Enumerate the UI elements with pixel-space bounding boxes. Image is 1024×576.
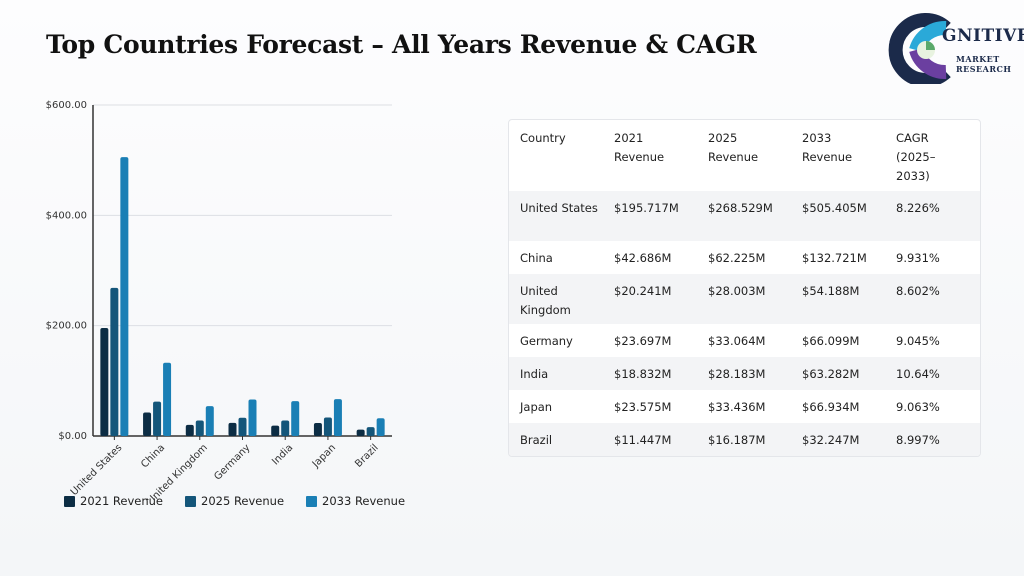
table-row: China $42.686M $62.225M $132.721M 9.931% — [509, 241, 980, 274]
logo-line1: MARKET — [956, 54, 1000, 64]
cell-country: United Kingdom — [520, 284, 571, 317]
company-logo: GNITIVE MARKET RESEARCH — [886, 10, 1024, 87]
table-row: Brazil $11.447M $16.187M $32.247M 8.997% — [509, 423, 980, 456]
table-row: India $18.832M $28.183M $63.282M 10.64% — [509, 357, 980, 390]
revenue-bar-chart: $0.00 $200.00 $400.00 $600.00 United States C… — [46, 100, 392, 500]
logo-name: GNITIVE — [942, 26, 1024, 46]
table-row: Germany $23.697M $33.064M $66.099M 9.045… — [509, 324, 980, 357]
cell-2033: $66.099M — [802, 334, 860, 348]
cell-country: India — [520, 367, 549, 381]
cell-country: China — [520, 251, 553, 265]
bar — [333, 399, 342, 436]
bar — [185, 424, 194, 436]
header-2021: 2021 Revenue — [614, 131, 665, 164]
cell-country: Brazil — [520, 433, 553, 447]
x-tick-label: Germany — [212, 442, 252, 482]
x-tick-label: India — [270, 442, 295, 467]
bar — [248, 399, 257, 436]
legend-item-2021: 2021 Revenue — [64, 494, 163, 508]
cell-2025: $28.183M — [708, 367, 766, 381]
bar — [376, 418, 385, 436]
header-2025: 2025 Revenue — [708, 131, 759, 164]
header-2033: 2033 Revenue — [802, 131, 853, 164]
cell-2025: $33.436M — [708, 400, 766, 414]
cell-2025: $33.064M — [708, 334, 766, 348]
cell-2025: $28.003M — [708, 284, 766, 298]
bar — [153, 401, 162, 436]
legend-label-2021: 2021 Revenue — [80, 494, 164, 508]
bar — [163, 362, 172, 436]
cell-cagr: 8.997% — [896, 433, 940, 447]
cell-2025: $62.225M — [708, 251, 766, 265]
cell-2021: $11.447M — [614, 433, 672, 447]
cell-2033: $505.405M — [802, 201, 867, 215]
legend-label-2025: 2025 Revenue — [201, 494, 285, 508]
table-row: Japan $23.575M $33.436M $66.934M 9.063% — [509, 390, 980, 423]
cell-2021: $23.697M — [614, 334, 672, 348]
cell-cagr: 8.226% — [896, 201, 940, 215]
legend-swatch-2025 — [185, 495, 197, 507]
x-tick-label: China — [139, 442, 167, 470]
bar — [366, 427, 375, 436]
bar — [120, 157, 129, 436]
chart-legend: 2021 Revenue 2025 Revenue 2033 Revenue — [64, 494, 405, 508]
y-tick-label: $400.00 — [46, 210, 87, 221]
cell-2021: $195.717M — [614, 201, 679, 215]
cell-cagr: 10.64% — [896, 367, 940, 381]
bar — [228, 422, 237, 436]
revenue-table: Country 2021 Revenue 2025 Revenue 2033 R… — [508, 119, 981, 457]
legend-label-2033: 2033 Revenue — [322, 494, 406, 508]
bar — [271, 425, 280, 436]
cell-2033: $54.188M — [802, 284, 860, 298]
bar — [291, 401, 300, 436]
x-tick-label: Japan — [310, 442, 338, 470]
table-header-row: Country 2021 Revenue 2025 Revenue 2033 R… — [509, 120, 980, 191]
bar — [110, 287, 119, 436]
header-country: Country — [520, 131, 566, 145]
bar — [281, 420, 290, 436]
logo-mark-icon — [888, 13, 951, 87]
cell-cagr: 9.045% — [896, 334, 940, 348]
header-cagr: CAGR (2025–2033) — [896, 131, 936, 183]
x-tick-label: United States — [69, 442, 125, 498]
cell-cagr: 8.602% — [896, 284, 940, 298]
cell-country: Germany — [520, 334, 573, 348]
cell-2033: $32.247M — [802, 433, 860, 447]
legend-swatch-2021 — [64, 495, 75, 507]
cell-2025: $268.529M — [708, 201, 773, 215]
cell-2021: $23.575M — [614, 400, 672, 414]
cell-2025: $16.187M — [708, 433, 766, 447]
cell-2033: $132.721M — [802, 251, 867, 265]
cell-cagr: 9.931% — [896, 251, 940, 265]
cell-2033: $66.934M — [802, 400, 860, 414]
bar — [356, 429, 365, 436]
bar — [238, 417, 247, 436]
cell-cagr: 9.063% — [896, 400, 940, 414]
bar — [205, 406, 214, 436]
bar — [323, 417, 332, 436]
cell-2021: $20.241M — [614, 284, 672, 298]
legend-item-2033: 2033 Revenue — [306, 494, 405, 508]
cell-country: United States — [520, 201, 598, 215]
legend-swatch-2033 — [306, 495, 318, 507]
legend-item-2025: 2025 Revenue — [185, 494, 284, 508]
bar — [143, 412, 152, 436]
page-title: Top Countries Forecast – All Years Reven… — [46, 30, 757, 59]
cell-2033: $63.282M — [802, 367, 860, 381]
table-row: United Kingdom $20.241M $28.003M $54.188… — [509, 274, 980, 324]
x-tick-label: Brazil — [353, 442, 381, 470]
y-tick-label: $600.00 — [46, 100, 87, 111]
cell-2021: $42.686M — [614, 251, 672, 265]
logo-line2: RESEARCH — [956, 64, 1012, 74]
bar — [100, 328, 109, 436]
y-tick-label: $200.00 — [46, 321, 87, 332]
cell-2021: $18.832M — [614, 367, 672, 381]
table-row: United States $195.717M $268.529M $505.4… — [509, 191, 980, 241]
bar — [313, 422, 322, 436]
y-tick-label: $0.00 — [58, 431, 87, 442]
bar — [195, 420, 204, 436]
cell-country: Japan — [520, 400, 553, 414]
